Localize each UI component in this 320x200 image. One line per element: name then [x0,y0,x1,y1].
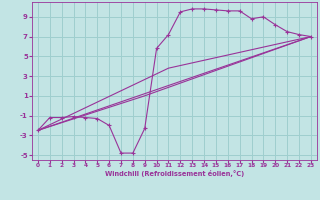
X-axis label: Windchill (Refroidissement éolien,°C): Windchill (Refroidissement éolien,°C) [105,170,244,177]
